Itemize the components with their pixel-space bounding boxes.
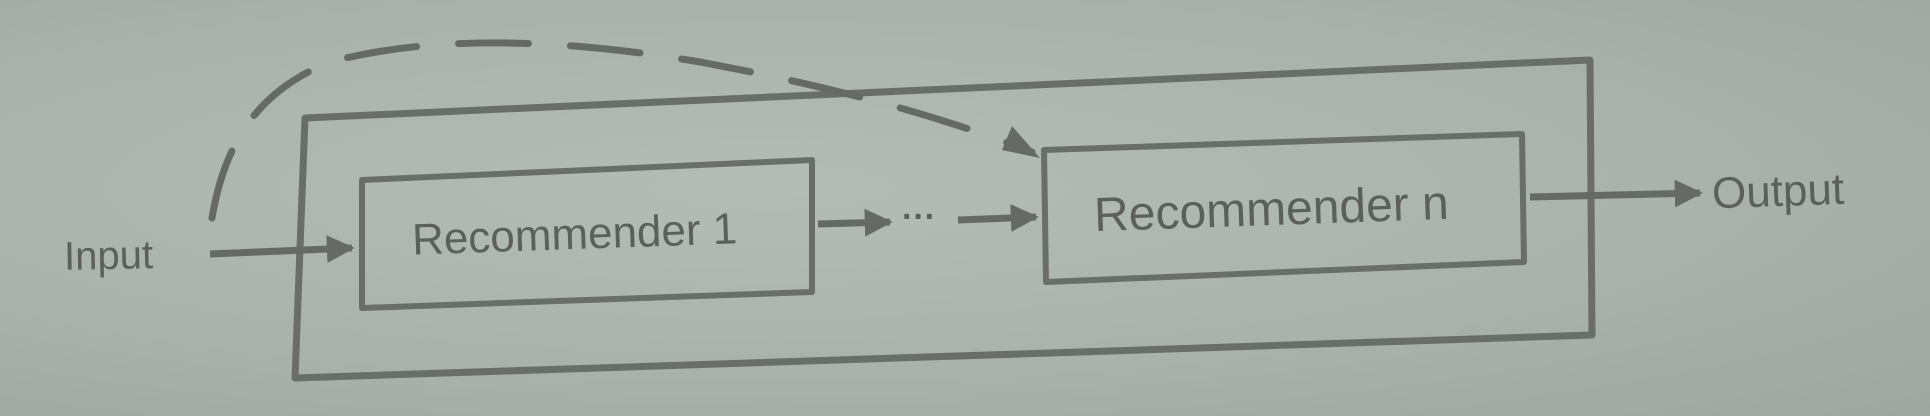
input-arrow [209,235,355,264]
ellipsis-label: ··· [902,198,936,236]
output-label: Output [1711,164,1845,219]
output-arrow [1529,179,1703,208]
recommender-1-label: Recommender 1 [411,204,739,265]
input-label: Input [63,233,154,279]
outer-container-box [291,56,1596,382]
ellipsis-to-recn-arrow [957,203,1039,232]
bypass-dashed-arrow [208,39,1036,222]
recommender-n-box [1041,131,1527,285]
recommender-n-label: Recommender n [1093,176,1450,243]
bypass-arrowhead [1002,126,1040,158]
rec1-to-ellipsis-arrow [817,208,893,237]
recommender-1-box [359,157,815,311]
